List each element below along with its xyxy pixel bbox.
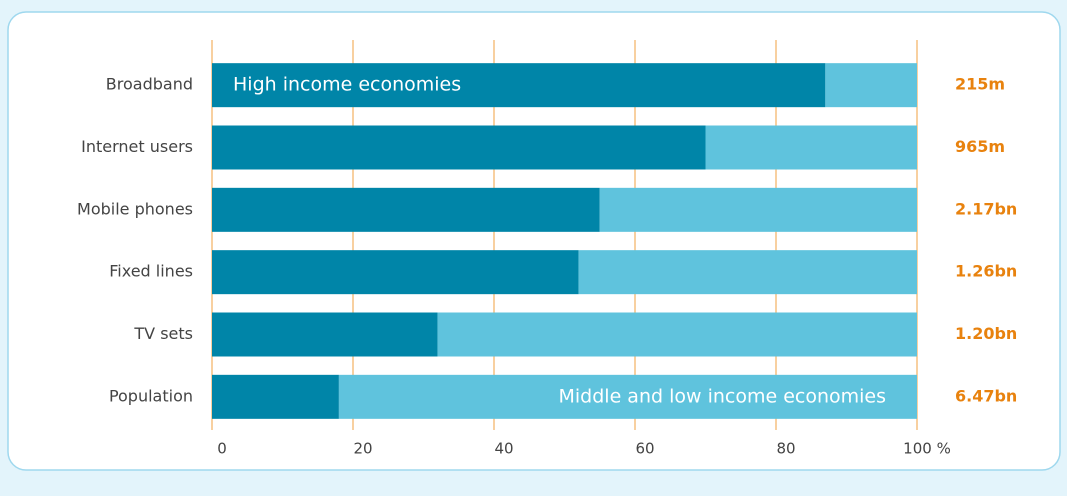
x-tick-label: 100 % (903, 440, 951, 458)
total-label: 215m (955, 75, 1005, 94)
category-label: Mobile phones (77, 199, 193, 218)
bar-segment (212, 250, 579, 295)
total-label: 1.26bn (955, 262, 1017, 281)
bar-segment (338, 374, 917, 419)
x-tick-label: 20 (353, 440, 372, 458)
total-label: 1.20bn (955, 324, 1017, 343)
category-label: Population (109, 386, 193, 405)
category-label: Internet users (81, 137, 193, 156)
total-label: 6.47bn (955, 386, 1017, 405)
bar-segment (212, 374, 339, 419)
x-tick-label: 60 (635, 440, 654, 458)
category-label: Fixed lines (109, 262, 193, 281)
bar-segment (437, 312, 917, 357)
total-label: 2.17bn (955, 199, 1017, 218)
x-tick-label: 0 (217, 440, 227, 458)
bar-segment (578, 250, 917, 295)
category-label: TV sets (133, 324, 193, 343)
bar-segment (212, 63, 826, 108)
legend-label: Middle and low income economies (559, 385, 887, 407)
bar-segment (705, 125, 917, 170)
category-label: Broadband (106, 75, 193, 94)
bar-segment (599, 187, 917, 232)
bar-segment (212, 187, 600, 232)
bar-segment (212, 312, 438, 357)
legend-label: High income economies (233, 74, 461, 96)
bar-segment (825, 63, 917, 108)
x-tick-label: 40 (494, 440, 513, 458)
x-tick-label: 80 (776, 440, 795, 458)
total-label: 965m (955, 137, 1005, 156)
bar-segment (212, 125, 706, 170)
